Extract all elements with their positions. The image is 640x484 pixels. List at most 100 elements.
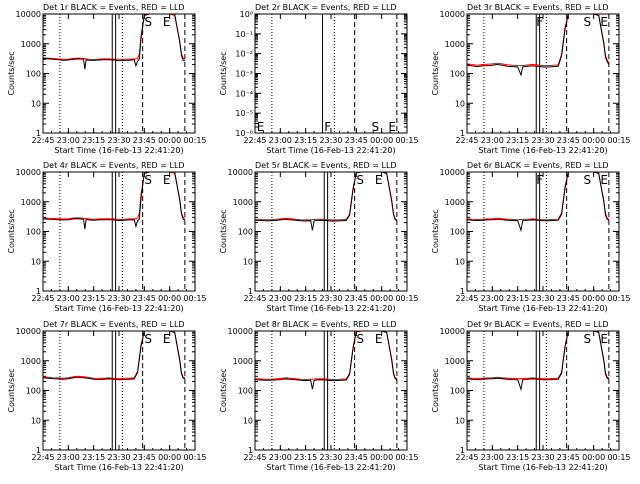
- x-tick-label: 00:15: [607, 453, 630, 462]
- y-tick-label: 100: [450, 228, 465, 237]
- y-tick-label: 10⁻⁴: [235, 89, 253, 98]
- y-axis-label: Counts/sec: [431, 209, 440, 253]
- event-marker-letter: E: [600, 173, 608, 187]
- y-tick-label: 1000: [445, 40, 465, 49]
- y-tick-label: 1000: [233, 357, 253, 366]
- x-axis-label: Start Time (16-Feb-13 22:41:20): [266, 463, 395, 472]
- y-tick-label: 100: [26, 70, 41, 79]
- panel-title: Det 6r BLACK = Events, RED = LLD: [467, 161, 609, 170]
- x-axis-label: Start Time (16-Feb-13 22:41:20): [266, 146, 395, 155]
- x-tick-label: 23:30: [319, 136, 342, 145]
- x-tick-label: 23:45: [133, 294, 156, 303]
- x-tick-label: 00:15: [183, 136, 206, 145]
- panel-det-6: Det 6r BLACK = Events, RED = LLD 1 10 100 10…: [431, 161, 631, 313]
- x-tick-label: 22:45: [455, 294, 478, 303]
- panel-title: Det 9r BLACK = Events, RED = LLD: [467, 320, 609, 329]
- x-tick-label: 22:45: [31, 453, 54, 462]
- panel-title: Det 5r BLACK = Events, RED = LLD: [255, 161, 397, 170]
- y-axis-label: Counts/sec: [431, 368, 440, 412]
- series-line-events: [42, 171, 186, 230]
- x-tick-label: 23:45: [345, 294, 368, 303]
- x-tick-label: 00:00: [158, 453, 181, 462]
- y-tick-label: 1: [248, 287, 253, 296]
- panel-title: Det 7r BLACK = Events, RED = LLD: [43, 320, 185, 329]
- x-tick-label: 22:45: [243, 294, 266, 303]
- y-tick-label: 10: [31, 416, 41, 425]
- event-marker-letter: S: [584, 173, 592, 187]
- y-tick-label: 1000: [445, 198, 465, 207]
- x-tick-label: 23:15: [294, 294, 317, 303]
- panel-det-2: Det 2r BLACK = Events, RED = LLD 10⁻⁶ 10⁻⁵…: [219, 3, 419, 155]
- x-tick-label: 00:15: [395, 136, 418, 145]
- panel-title: Det 8r BLACK = Events, RED = LLD: [255, 320, 397, 329]
- x-tick-label: 23:15: [506, 294, 529, 303]
- y-tick-label: 1: [460, 446, 465, 455]
- x-tick-label: 23:15: [82, 294, 105, 303]
- y-tick-label: 10: [455, 257, 465, 266]
- x-tick-label: 00:15: [607, 294, 630, 303]
- x-axis-label: Start Time (16-Feb-13 22:41:20): [54, 304, 183, 313]
- event-marker-letter: E: [388, 120, 396, 134]
- x-tick-label: 22:45: [31, 294, 54, 303]
- panel-title: Det 3r BLACK = Events, RED = LLD: [467, 3, 609, 12]
- y-tick-label: 10000: [228, 168, 253, 177]
- x-tick-label: 00:15: [183, 453, 206, 462]
- y-tick-label: 10000: [16, 168, 41, 177]
- panel-title: Det 1r BLACK = Events, RED = LLD: [43, 3, 185, 12]
- y-tick-label: 10⁻³: [235, 70, 253, 79]
- x-tick-label: 23:45: [345, 136, 368, 145]
- panel-det-3: Det 3r BLACK = Events, RED = LLD 1 10 100 10…: [431, 3, 631, 155]
- y-tick-label: 10⁰: [240, 10, 253, 19]
- x-tick-label: 00:00: [370, 294, 393, 303]
- x-tick-label: 00:15: [395, 453, 418, 462]
- x-tick-label: 23:30: [531, 453, 554, 462]
- plot-frame: [42, 13, 196, 134]
- y-tick-label: 1: [460, 129, 465, 138]
- plot-frame: [466, 171, 620, 292]
- panel-det-5: Det 5r BLACK = Events, RED = LLD 1 10 100 10…: [219, 161, 419, 313]
- y-tick-label: 10000: [16, 327, 41, 336]
- x-tick-label: 00:15: [395, 294, 418, 303]
- x-axis-label: Start Time (16-Feb-13 22:41:20): [54, 463, 183, 472]
- y-axis-label: Counts/sec: [7, 368, 16, 412]
- plot-frame: [42, 171, 196, 292]
- x-tick-label: 23:15: [294, 136, 317, 145]
- plot-frame: [254, 330, 408, 451]
- y-tick-label: 100: [238, 387, 253, 396]
- y-tick-label: 100: [238, 228, 253, 237]
- series-line-events: [254, 330, 398, 390]
- event-marker-letter: F: [536, 173, 543, 187]
- event-marker-letter: E: [163, 15, 171, 29]
- y-tick-label: 10000: [16, 10, 41, 19]
- y-tick-label: 10000: [440, 10, 465, 19]
- event-marker-letter: S: [584, 332, 592, 346]
- event-marker-letter: S: [356, 332, 364, 346]
- y-tick-label: 100: [26, 387, 41, 396]
- x-tick-label: 22:45: [455, 136, 478, 145]
- y-tick-label: 1: [36, 287, 41, 296]
- x-axis-label: Start Time (16-Feb-13 22:41:20): [266, 304, 395, 313]
- panel-title: Det 4r BLACK = Events, RED = LLD: [43, 161, 185, 170]
- panel-det-7: Det 7r BLACK = Events, RED = LLD 1 10 100 10…: [7, 320, 207, 472]
- series-line-events: [466, 171, 610, 233]
- x-tick-label: 23:15: [294, 453, 317, 462]
- series-line-events: [42, 330, 186, 381]
- y-tick-label: 10⁻⁵: [235, 109, 253, 118]
- x-tick-label: 23:45: [557, 136, 580, 145]
- plot-frame: [254, 13, 408, 134]
- y-tick-label: 10⁻²: [235, 50, 253, 59]
- y-tick-label: 100: [450, 70, 465, 79]
- event-marker-letter: S: [356, 173, 364, 187]
- x-tick-label: 22:45: [243, 136, 266, 145]
- y-tick-label: 100: [450, 387, 465, 396]
- x-tick-label: 00:00: [582, 453, 605, 462]
- x-tick-label: 22:45: [31, 136, 54, 145]
- y-axis-label: Counts/sec: [219, 209, 228, 253]
- y-tick-label: 10000: [440, 327, 465, 336]
- x-tick-label: 00:00: [158, 136, 181, 145]
- x-axis-label: Start Time (16-Feb-13 22:41:20): [478, 304, 607, 313]
- y-tick-label: 1: [460, 287, 465, 296]
- y-tick-label: 10: [455, 416, 465, 425]
- x-tick-label: 23:00: [57, 136, 80, 145]
